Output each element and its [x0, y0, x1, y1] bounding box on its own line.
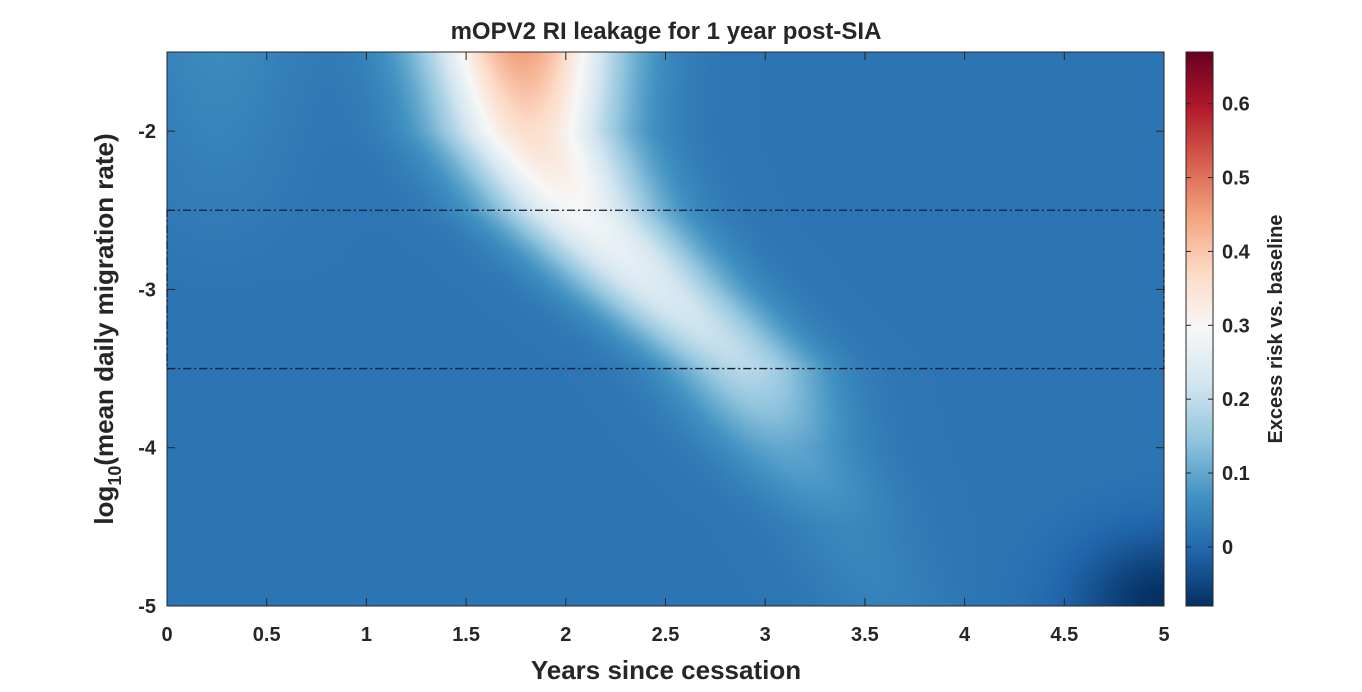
x-tick-label: 1	[361, 624, 372, 646]
colorbar-label: Excess risk vs. baseline	[1265, 214, 1287, 443]
y-axis-label-suffix: (mean daily migration rate)	[89, 133, 119, 465]
colorbar-tick-label: 0.3	[1222, 315, 1250, 337]
colorbar-tick-label: 0.1	[1222, 463, 1250, 485]
colorbar-tick-label: 0.6	[1222, 94, 1250, 116]
y-tick-label: -5	[138, 596, 156, 618]
x-tick-label: 5	[1158, 624, 1169, 646]
y-axis-label-subscript: 10	[105, 466, 125, 486]
chart-title: mOPV2 RI leakage for 1 year post-SIA	[451, 18, 882, 45]
colorbar-border	[1185, 51, 1214, 607]
x-tick-label: 0	[161, 624, 172, 646]
x-tick-label: 1.5	[452, 624, 480, 646]
x-tick-label: 3	[760, 624, 771, 646]
x-tick-label: 2	[560, 624, 571, 646]
y-axis: -2 -3 -4 -5	[138, 121, 1164, 618]
colorbar-tick-label: 0.5	[1222, 168, 1250, 190]
colorbar-tick-label: 0.2	[1222, 389, 1250, 411]
colorbar-gradient	[1186, 52, 1213, 606]
colorbar-tick-label: 0	[1222, 537, 1233, 559]
x-tick-label: 4	[959, 624, 971, 646]
y-tick-label: -2	[138, 121, 156, 143]
x-axis: 0 0.5 1 1.5 2 2.5 3 3.5 4 4.5 5	[161, 52, 1170, 646]
colorbar-ticks: 0 0.1 0.2 0.3 0.4 0.5 0.6	[1186, 94, 1251, 559]
colorbar: 0 0.1 0.2 0.3 0.4 0.5 0.6 Excess risk vs. base…	[1185, 51, 1287, 607]
x-tick-label: 4.5	[1050, 624, 1078, 646]
y-tick-label: -4	[138, 438, 157, 460]
y-tick-label: -3	[138, 279, 156, 301]
x-axis-label: Years since cessation	[531, 655, 801, 685]
x-tick-label: 2.5	[652, 624, 680, 646]
plot-area	[166, 51, 1165, 607]
y-axis-label: log10(mean daily migration rate)	[89, 133, 125, 524]
colorbar-tick-label: 0.4	[1222, 241, 1251, 263]
y-axis-label-prefix: log	[89, 486, 119, 525]
x-tick-label: 3.5	[851, 624, 879, 646]
x-tick-label: 0.5	[253, 624, 281, 646]
heatmap-surface	[167, 52, 1164, 606]
